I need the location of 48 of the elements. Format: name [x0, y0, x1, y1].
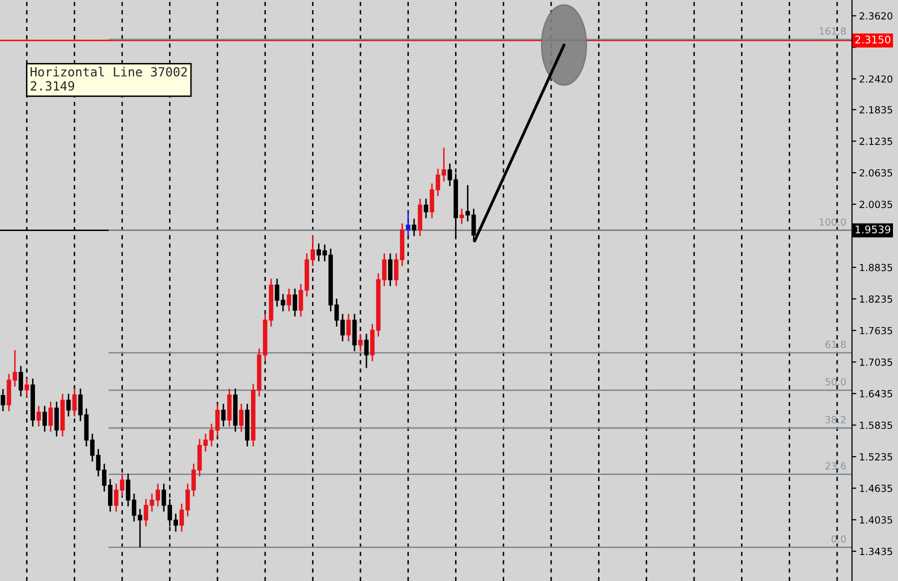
y-tick-label: 2.2420	[860, 75, 892, 83]
candlestick	[48, 401, 53, 432]
annotation: 0.0	[832, 535, 846, 543]
y-tick-label: 1.4035	[860, 516, 892, 524]
y-tick-label: 2.0035	[860, 200, 892, 208]
annotation: 50.0	[826, 378, 846, 386]
candlestick	[66, 393, 71, 418]
candlestick	[0, 388, 6, 412]
candlestick	[239, 403, 244, 432]
candlestick	[18, 365, 24, 398]
y-tick-label: 2.0635	[860, 169, 892, 177]
candlestick	[388, 252, 392, 287]
annotation: 61.8	[825, 340, 846, 348]
candlestick	[364, 333, 369, 369]
candlestick	[346, 313, 351, 342]
candlestick	[292, 288, 298, 318]
ref-line-label: 2.3150	[855, 36, 890, 44]
candlestick	[24, 378, 30, 398]
candlestick	[42, 405, 47, 432]
y-tick-label: 1.7635	[860, 326, 892, 334]
y-tick-label: 1.3435	[860, 548, 892, 556]
candlestick	[72, 388, 77, 418]
candlestick	[221, 403, 226, 428]
y-tick-label: 1.5835	[860, 422, 892, 429]
candlestick	[358, 333, 363, 352]
y-tick-label: 2.1235	[860, 138, 892, 146]
annotation: 100.0	[820, 218, 846, 226]
y-tick-label: 2.1835	[860, 106, 892, 114]
annotation: 38.2	[826, 416, 846, 424]
y-tick-label: 1.8835	[860, 264, 892, 272]
candlestick	[406, 210, 410, 237]
annotation: Horizontal Line 37002 2.3149	[30, 66, 187, 91]
y-tick-label: 1.5235	[860, 453, 892, 460]
candlestick	[54, 401, 59, 438]
candlestick	[215, 403, 220, 438]
annotation: 23.6	[826, 462, 846, 470]
ref-line-label: 1.9539	[856, 225, 890, 234]
y-tick-label: 1.8235	[860, 295, 892, 303]
candlestick	[36, 405, 41, 428]
y-tick-label: 1.7035	[860, 358, 892, 366]
candlestick	[286, 288, 292, 312]
y-tick-label: 1.4635	[860, 484, 892, 492]
candlestick	[460, 208, 464, 225]
y-tick-label: 2.3620	[860, 12, 892, 20]
candlestick	[424, 198, 428, 219]
annotation: 161.8	[820, 27, 846, 35]
y-tick-label: 1.6435	[860, 390, 892, 398]
candlestick	[412, 218, 416, 237]
